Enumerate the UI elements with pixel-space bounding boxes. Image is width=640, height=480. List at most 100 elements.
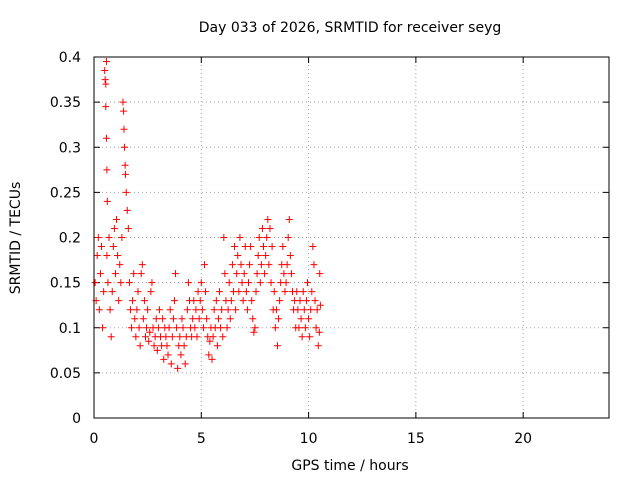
data-point xyxy=(155,306,163,314)
data-point xyxy=(225,279,233,287)
data-point xyxy=(143,324,151,332)
axis-ticks: 0 5 10 15 20 0 0.05 0.1 0.15 0.2 0.25 0.3 0.35 0.4 xyxy=(50,50,609,447)
data-point xyxy=(113,215,121,223)
data-point xyxy=(198,306,206,314)
data-point xyxy=(139,315,147,323)
data-point xyxy=(314,342,322,350)
data-point xyxy=(134,288,142,296)
data-point xyxy=(144,306,152,314)
data-point xyxy=(109,243,117,251)
data-point xyxy=(129,297,137,305)
data-point xyxy=(183,306,191,314)
data-point xyxy=(130,270,138,278)
data-point xyxy=(224,306,232,314)
data-point xyxy=(176,333,184,341)
data-point xyxy=(296,297,304,305)
data-point xyxy=(217,324,225,332)
data-point xyxy=(266,224,274,232)
y-tick-label: 0.05 xyxy=(50,366,81,382)
data-point xyxy=(232,306,240,314)
data-point xyxy=(100,288,108,296)
data-point xyxy=(165,324,173,332)
data-point xyxy=(102,58,110,66)
data-point xyxy=(214,315,222,323)
data-point xyxy=(116,261,124,269)
data-point xyxy=(170,297,178,305)
data-point xyxy=(150,342,158,350)
data-point xyxy=(281,288,289,296)
data-point xyxy=(295,324,303,332)
data-point xyxy=(102,103,110,111)
data-point xyxy=(271,324,279,332)
data-point xyxy=(223,324,231,332)
data-point xyxy=(122,170,130,178)
data-point xyxy=(121,161,129,169)
data-point xyxy=(166,306,174,314)
data-point xyxy=(249,315,257,323)
data-point xyxy=(264,215,272,223)
data-point xyxy=(184,279,192,287)
data-point xyxy=(178,315,186,323)
data-point xyxy=(177,351,185,359)
data-point xyxy=(94,234,102,241)
y-tick-label: 0.15 xyxy=(50,276,81,292)
data-point xyxy=(268,243,276,251)
data-point xyxy=(213,342,221,350)
data-point xyxy=(300,306,308,314)
data-point xyxy=(120,125,128,133)
data-point xyxy=(284,234,292,241)
data-point xyxy=(286,252,294,260)
data-point xyxy=(280,270,288,278)
data-point xyxy=(152,315,160,323)
data-point xyxy=(91,279,99,287)
data-point xyxy=(147,288,155,296)
data-point xyxy=(252,288,260,296)
data-point xyxy=(115,297,123,305)
data-point xyxy=(192,306,200,314)
y-tick-label: 0.2 xyxy=(59,231,81,247)
data-point xyxy=(233,270,241,278)
data-point xyxy=(248,297,256,305)
data-point xyxy=(267,279,275,287)
data-point xyxy=(237,261,245,269)
plot-frame xyxy=(93,56,610,419)
data-point xyxy=(108,288,116,296)
data-point xyxy=(195,315,203,323)
data-point xyxy=(142,333,149,341)
data-point xyxy=(235,288,243,296)
data-point xyxy=(226,315,234,323)
data-point xyxy=(179,324,187,332)
data-point xyxy=(148,279,156,287)
data-point xyxy=(163,342,171,350)
data-point xyxy=(287,270,295,278)
data-point xyxy=(154,324,162,332)
data-point xyxy=(140,297,148,305)
data-point xyxy=(159,315,167,323)
data-point xyxy=(101,67,109,75)
data-point xyxy=(145,337,153,345)
data-point xyxy=(306,333,314,341)
data-point xyxy=(294,306,302,314)
data-point xyxy=(208,355,216,363)
data-point xyxy=(216,288,224,296)
y-tick-label: 0.3 xyxy=(59,140,81,156)
data-point xyxy=(120,107,128,115)
data-point xyxy=(310,261,318,269)
data-point xyxy=(301,324,309,332)
data-point xyxy=(180,342,188,350)
data-point xyxy=(312,324,320,332)
data-point xyxy=(205,351,213,359)
data-point xyxy=(193,333,201,341)
data-point xyxy=(104,279,112,287)
data-point xyxy=(219,333,227,341)
data-point xyxy=(279,243,287,251)
data-point xyxy=(99,324,107,332)
data-point xyxy=(316,270,324,278)
x-axis-label: GPS time / hours xyxy=(291,458,408,474)
data-point xyxy=(189,315,197,323)
data-point xyxy=(132,333,140,341)
data-point xyxy=(199,324,207,332)
data-point xyxy=(202,288,210,296)
data-point xyxy=(136,342,144,350)
